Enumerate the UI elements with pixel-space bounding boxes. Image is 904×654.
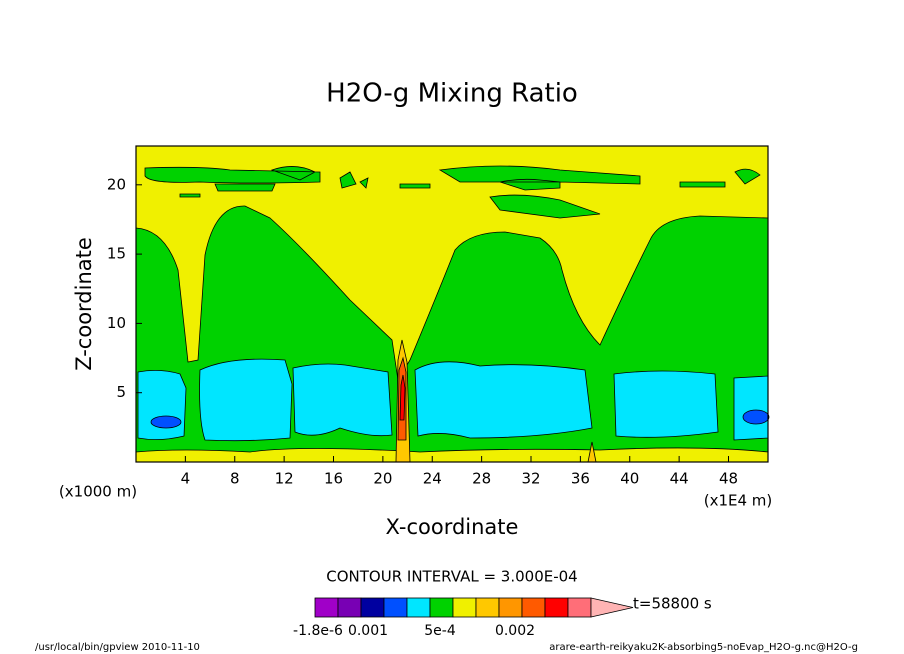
colorbar-box bbox=[383, 597, 408, 618]
colorbar-label: -1.8e-6 bbox=[293, 623, 343, 639]
contour-fill bbox=[144, 165, 761, 219]
x-tick-label: 36 bbox=[571, 470, 590, 488]
y-axis-label: Z-coordinate bbox=[72, 237, 96, 371]
time-label: t=58800 s bbox=[633, 595, 712, 613]
contour-field bbox=[135, 145, 770, 463]
contour-fill bbox=[742, 409, 770, 425]
x-tick-label: 16 bbox=[324, 470, 343, 488]
plot-frame bbox=[135, 145, 769, 463]
colorbar-box bbox=[314, 597, 339, 618]
colorbar-box bbox=[406, 597, 431, 618]
x-tick-label: 4 bbox=[181, 470, 191, 488]
colorbar-label: 5e-4 bbox=[424, 623, 456, 639]
x-unit: (x1E4 m) bbox=[704, 492, 773, 510]
colorbar-box bbox=[452, 597, 477, 618]
x-axis-label: X-coordinate bbox=[386, 515, 519, 539]
colorbar-box bbox=[567, 597, 592, 618]
colorbar-box bbox=[360, 597, 385, 618]
colorbar-box bbox=[337, 597, 362, 618]
colorbar-box bbox=[521, 597, 546, 618]
x-tick-label: 48 bbox=[719, 470, 738, 488]
y-tick-label: 20 bbox=[107, 175, 126, 193]
colorbar-box bbox=[498, 597, 523, 618]
y-tick-label: 10 bbox=[107, 314, 126, 332]
x-tick-label: 44 bbox=[670, 470, 689, 488]
contour-fill bbox=[150, 415, 182, 429]
footer-right: arare-earth-reikyaku2K-absorbing5-noEvap… bbox=[549, 642, 858, 653]
contour-fill bbox=[399, 374, 406, 421]
footer-left: /usr/local/bin/gpview 2010-11-10 bbox=[35, 642, 200, 653]
contour-interval: CONTOUR INTERVAL = 3.000E-04 bbox=[326, 568, 577, 586]
colorbar-arrow bbox=[590, 597, 634, 618]
x-tick-label: 8 bbox=[230, 470, 240, 488]
colorbar-label: 0.002 bbox=[495, 623, 535, 639]
chart-title: H2O-g Mixing Ratio bbox=[326, 79, 578, 109]
colorbar-box bbox=[544, 597, 569, 618]
x-tick-label: 40 bbox=[620, 470, 639, 488]
colorbar-box bbox=[429, 597, 454, 618]
y-unit: (x1000 m) bbox=[59, 483, 137, 501]
x-tick-label: 28 bbox=[472, 470, 491, 488]
contour-fill bbox=[137, 358, 769, 442]
colorbar-label: 0.001 bbox=[348, 623, 388, 639]
x-tick-label: 20 bbox=[373, 470, 392, 488]
x-tick-label: 32 bbox=[521, 470, 540, 488]
x-tick-label: 24 bbox=[423, 470, 442, 488]
y-tick-label: 5 bbox=[116, 383, 126, 401]
x-tick-label: 12 bbox=[275, 470, 294, 488]
y-tick-label: 15 bbox=[107, 245, 126, 263]
colorbar-box bbox=[475, 597, 500, 618]
